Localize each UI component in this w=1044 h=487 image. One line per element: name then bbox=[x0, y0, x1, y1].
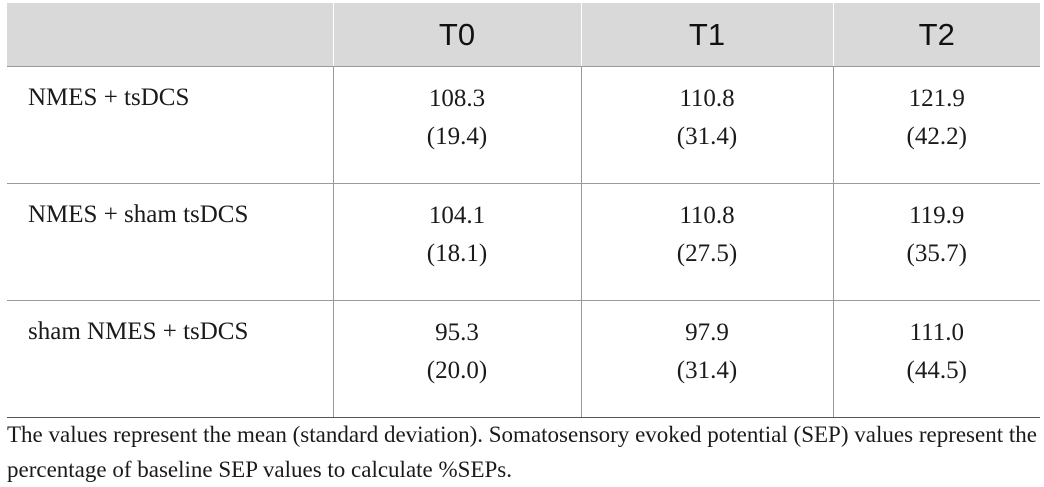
value-cell: 110.8 (31.4) bbox=[580, 66, 833, 184]
sd-value: (35.7) bbox=[906, 240, 967, 267]
mean-value: 111.0 bbox=[909, 319, 964, 346]
sd-value: (31.4) bbox=[676, 123, 738, 150]
mean-value: 95.3 bbox=[435, 319, 479, 346]
header-t2: T2 bbox=[832, 3, 1040, 67]
mean-value: 119.9 bbox=[909, 202, 965, 229]
value-cell: 111.0 (44.5) bbox=[832, 300, 1040, 418]
value-cell: 110.8 (27.5) bbox=[580, 183, 833, 301]
table-row: NMES + tsDCS 108.3 (19.4) 110.8 (31.4) 1… bbox=[7, 66, 1040, 184]
table-header: T0 T1 T2 bbox=[7, 3, 1040, 67]
sd-value: (44.5) bbox=[906, 357, 967, 384]
sep-table: T0 T1 T2 NMES + tsDCS 108.3 (19.4) 110.8… bbox=[7, 3, 1040, 418]
value-cell: 121.9 (42.2) bbox=[832, 66, 1040, 184]
mean-value: 121.9 bbox=[908, 85, 965, 112]
sd-value: (18.1) bbox=[426, 240, 488, 267]
row-label: sham NMES + tsDCS bbox=[7, 300, 333, 418]
value-cell: 108.3 (19.4) bbox=[332, 66, 581, 184]
table-body: NMES + tsDCS 108.3 (19.4) 110.8 (31.4) 1… bbox=[7, 66, 1040, 418]
value-cell: 95.3 (20.0) bbox=[332, 300, 581, 418]
row-label: NMES + tsDCS bbox=[7, 66, 333, 184]
sd-value: (42.2) bbox=[906, 123, 967, 150]
row-label: NMES + sham tsDCS bbox=[7, 183, 333, 301]
sd-value: (27.5) bbox=[676, 240, 738, 267]
table-row: sham NMES + tsDCS 95.3 (20.0) 97.9 (31.4… bbox=[7, 300, 1040, 418]
sd-value: (20.0) bbox=[426, 357, 488, 384]
mean-value: 110.8 bbox=[679, 85, 735, 112]
table-footnote: The values represent the mean (standard … bbox=[7, 422, 1037, 482]
data-table-container: T0 T1 T2 NMES + tsDCS 108.3 (19.4) 110.8… bbox=[7, 3, 1040, 418]
header-t0: T0 bbox=[332, 3, 581, 67]
value-cell: 104.1 (18.1) bbox=[332, 183, 581, 301]
mean-value: 110.8 bbox=[679, 202, 735, 229]
value-cell: 119.9 (35.7) bbox=[832, 183, 1040, 301]
mean-value: 97.9 bbox=[685, 319, 729, 346]
value-cell: 97.9 (31.4) bbox=[580, 300, 833, 418]
header-row: T0 T1 T2 bbox=[7, 3, 1040, 67]
header-corner-cell bbox=[7, 3, 333, 67]
mean-value: 104.1 bbox=[428, 202, 486, 229]
table-row: NMES + sham tsDCS 104.1 (18.1) 110.8 (27… bbox=[7, 183, 1040, 301]
header-t1: T1 bbox=[580, 3, 833, 67]
sd-value: (19.4) bbox=[426, 123, 488, 150]
sd-value: (31.4) bbox=[676, 357, 738, 384]
mean-value: 108.3 bbox=[428, 85, 486, 112]
